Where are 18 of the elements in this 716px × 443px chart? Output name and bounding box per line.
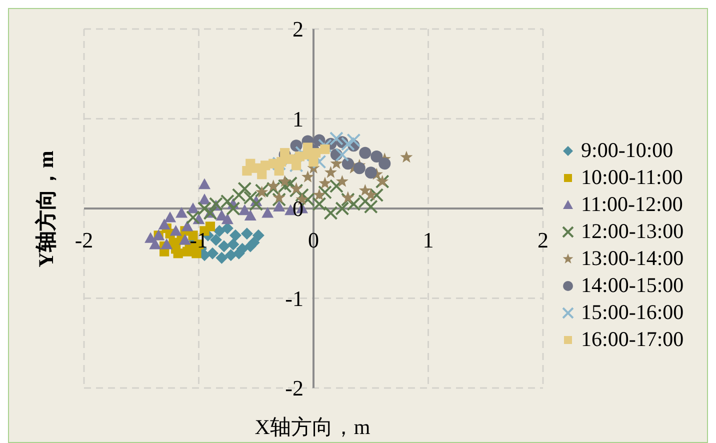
legend-label: 10:00-11:00 [581, 165, 683, 190]
legend-label: 9:00-10:00 [581, 138, 674, 163]
y-tick-label: -2 [285, 376, 304, 401]
x-axis-title: X轴方向，m [254, 414, 372, 441]
y-tick-label: -1 [285, 286, 304, 311]
y-axis-title: Y轴方向，m [33, 149, 59, 269]
legend-label: 15:00-16:00 [581, 300, 684, 325]
x-tick-label: 1 [422, 228, 434, 252]
y-tick-label: 1 [292, 106, 304, 132]
legend-label: 13:00-14:00 [581, 246, 684, 271]
legend-label: 12:00-13:00 [581, 219, 684, 244]
x-tick-label: 2 [538, 228, 548, 252]
legend-label: 14:00-15:00 [581, 273, 684, 298]
legend-label: 11:00-12:00 [581, 192, 683, 217]
x-tick-label: -2 [74, 228, 94, 252]
x-tick-label: 0 [308, 228, 319, 252]
legend-label: 16:00-17:00 [581, 327, 684, 352]
y-tick-label: 2 [292, 16, 304, 42]
